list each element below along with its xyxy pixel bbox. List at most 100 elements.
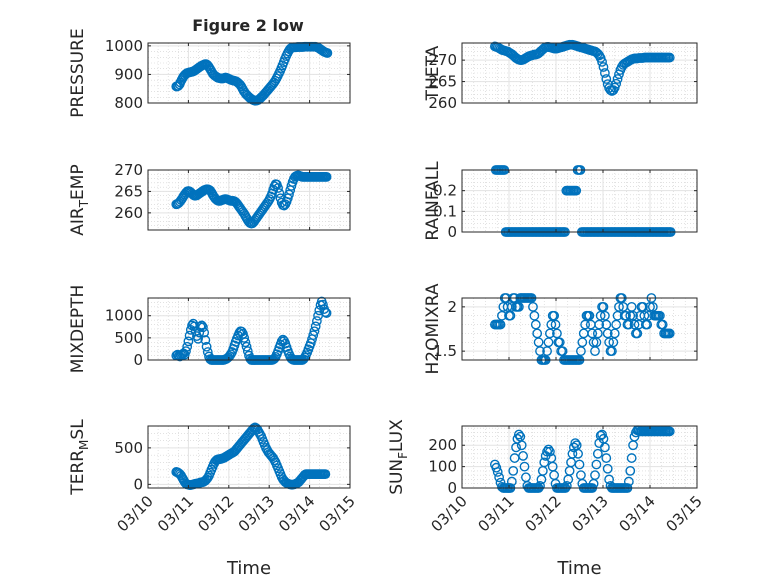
data-point: [172, 349, 183, 360]
data-point: [182, 341, 193, 352]
data-point: [320, 307, 331, 318]
data-point: [516, 440, 527, 451]
figure-title: Figure 2 low: [192, 16, 304, 35]
series-air_temp: [171, 170, 332, 229]
axes-box: [147, 425, 351, 489]
data-point: [570, 438, 581, 449]
y-axis-label: MIXDEPTH: [68, 285, 88, 374]
data-point: [599, 442, 610, 453]
y-tick-label: 265: [114, 182, 143, 200]
data-point: [574, 459, 585, 470]
data-point: [612, 74, 623, 84]
data-point: [597, 429, 607, 440]
data-point: [518, 451, 528, 461]
subplot-air_temp: 260 265 270 AIRTEMP: [68, 161, 351, 236]
data-point: [664, 328, 675, 339]
data-point: [601, 453, 612, 463]
data-point: [597, 56, 607, 67]
y-tick-label: 2: [447, 298, 457, 316]
data-point: [181, 346, 191, 357]
y-tick-label: 100: [428, 458, 457, 476]
data-point: [625, 465, 636, 476]
data-point: [626, 453, 637, 463]
data-point: [494, 472, 505, 483]
data-point: [567, 448, 578, 459]
y-tick-label: 200: [428, 436, 457, 454]
data-point: [321, 308, 332, 318]
data-point: [310, 321, 321, 332]
y-axis-label: THETA: [423, 45, 443, 101]
subplot-mixdepth: 0 500 1000 MIXDEPTH: [68, 285, 351, 374]
y-tick-label: 0.2: [433, 182, 457, 200]
axes-box: [461, 169, 698, 233]
y-tick-label: 260: [428, 94, 457, 112]
subplot-pressure: 800 900 1000 PRESSURE: [68, 28, 351, 118]
data-point: [201, 341, 212, 352]
data-point: [543, 444, 554, 455]
data-point: [611, 78, 622, 89]
series-theta: [489, 39, 675, 96]
data-point: [308, 330, 319, 341]
data-point: [321, 171, 332, 182]
y-axis-label: AIRTEMP: [68, 164, 91, 235]
series-h2omixra: [489, 293, 675, 365]
y-tick-label: 1000: [105, 37, 143, 55]
y-tick-label: 500: [114, 329, 143, 347]
y-axis-label: RAINFALL: [423, 161, 443, 241]
data-point: [274, 188, 285, 199]
y-tick-label: 900: [114, 65, 143, 83]
y-tick-label: 500: [114, 439, 143, 457]
data-point: [595, 430, 606, 441]
axes-box: [461, 297, 698, 361]
data-point: [664, 52, 675, 63]
y-tick-label: 0.1: [433, 202, 457, 220]
data-point: [320, 469, 331, 480]
data-point: [539, 457, 550, 468]
data-point: [284, 189, 294, 200]
y-tick-label: 0: [133, 351, 143, 369]
data-point: [241, 341, 252, 352]
data-point: [573, 448, 583, 459]
y-tick-label: 0: [133, 475, 143, 493]
data-point: [591, 459, 602, 470]
data-point: [239, 332, 250, 343]
data-point: [604, 474, 615, 485]
data-point: [592, 448, 603, 459]
y-tick-label: 260: [114, 204, 143, 222]
axes-box: [461, 42, 698, 104]
data-point: [492, 467, 503, 477]
axes-box: [147, 169, 351, 231]
data-point: [240, 337, 251, 348]
x-axis-label: Time: [556, 558, 601, 579]
y-axis-label: SUNFLUX: [387, 419, 410, 495]
y-tick-label: 270: [114, 161, 143, 179]
data-point: [311, 316, 322, 326]
data-point: [199, 327, 210, 338]
data-point: [506, 476, 517, 487]
y-tick-label: 0: [447, 479, 457, 497]
data-point: [519, 461, 530, 472]
data-point: [590, 470, 600, 481]
y-tick-label: 800: [114, 94, 143, 112]
data-point: [561, 480, 572, 491]
series-pressure: [171, 41, 333, 106]
data-point: [183, 336, 194, 347]
y-axis-label: H2OMIXRA: [423, 283, 443, 374]
data-point: [322, 48, 333, 58]
data-point: [513, 429, 524, 440]
data-point: [623, 476, 634, 487]
data-point: [193, 333, 203, 344]
data-point: [664, 426, 675, 437]
data-point: [601, 74, 612, 84]
y-axis-label: PRESSURE: [68, 28, 88, 117]
y-tick-label: 270: [428, 51, 457, 69]
data-point: [263, 196, 274, 207]
data-point: [544, 446, 555, 457]
data-point: [602, 463, 613, 474]
data-point: [273, 183, 283, 193]
y-tick-label: 1000: [105, 307, 143, 325]
